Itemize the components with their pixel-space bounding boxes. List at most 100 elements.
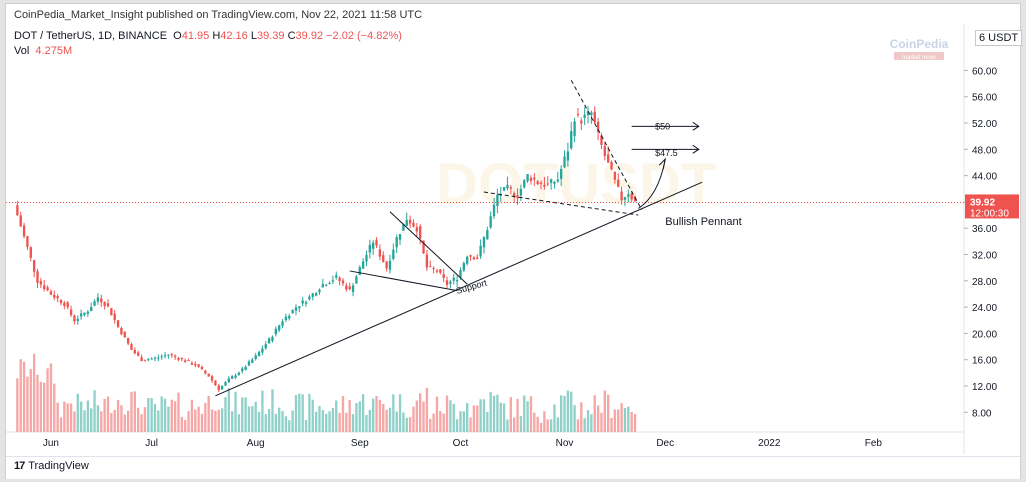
volume-bar [325, 413, 328, 432]
candle-body [197, 364, 200, 367]
volume-bar [318, 405, 321, 432]
candle-body [110, 308, 113, 316]
volume-bar [288, 420, 291, 432]
last-price-label: 39.92 [970, 197, 995, 208]
candle-body [264, 344, 267, 349]
volume-bar [462, 411, 465, 432]
volume-bar [130, 391, 133, 432]
volume-bar [100, 411, 103, 432]
target-47-arrowhead [692, 144, 700, 154]
volume-bar [482, 399, 486, 432]
volume-bar [513, 417, 516, 432]
candle-body [365, 254, 368, 262]
volume-bar [267, 409, 271, 432]
price-tick-label: 8.00 [972, 408, 992, 419]
candle-body [442, 274, 445, 278]
candle-body [425, 254, 429, 268]
candle-body [83, 312, 86, 316]
open-label: O [173, 30, 182, 42]
candle-body [435, 270, 439, 272]
candle-body [26, 236, 29, 247]
volume-bar [53, 383, 56, 432]
candle-body [150, 358, 153, 360]
candle-body [261, 348, 264, 353]
candle-body [76, 318, 79, 321]
last-price-countdown: 12:00:30 [970, 208, 1009, 219]
candle-body [606, 154, 610, 163]
candle-body [231, 376, 234, 379]
volume-bar [429, 418, 432, 432]
candle-body [563, 156, 566, 168]
candle-body [509, 187, 512, 189]
volume-bar [361, 394, 365, 432]
volume-bar [257, 411, 261, 432]
volume-bar [210, 409, 214, 432]
candle-body [620, 191, 623, 201]
candle-body [422, 240, 425, 254]
candle-body [140, 357, 143, 362]
volume-bar [613, 409, 617, 432]
candle-body [220, 385, 224, 390]
candle-body [479, 245, 482, 257]
candle-body [445, 280, 449, 285]
price-chart[interactable]: DOTUSDT CoinPedia market news 8.00 12.00 16.0… [6, 4, 1020, 456]
candle-body [375, 239, 378, 246]
price-tick-label: 44.00 [972, 172, 997, 183]
volume-bar [509, 397, 512, 432]
flag-upper-line [389, 211, 468, 285]
time-tick-label: Jul [145, 438, 158, 449]
candle-body [489, 216, 492, 228]
candle-body [90, 307, 93, 312]
volume-bar [227, 388, 231, 432]
volume-bar [610, 418, 613, 432]
candle-body [314, 293, 318, 296]
candle-body [288, 315, 291, 319]
time-tick-label: Dec [656, 438, 674, 449]
volume-bar [261, 390, 264, 432]
candle-body [506, 184, 509, 189]
candle-body [590, 112, 593, 115]
candle-body [147, 359, 150, 361]
tradingview-logo[interactable]: 17 TradingView [14, 460, 89, 472]
candle-body [372, 242, 375, 249]
volume-bar [200, 413, 204, 432]
volume-bar [633, 413, 637, 432]
candle-body [39, 281, 43, 285]
volume-bar [476, 405, 479, 432]
candle-body [378, 249, 382, 257]
volume-bar [516, 398, 519, 432]
volume-bar [395, 411, 398, 432]
price-tick-label: 48.00 [972, 145, 997, 156]
target-50-arrowhead [692, 121, 700, 131]
volume-bar [586, 410, 590, 432]
volume-bar [603, 390, 606, 432]
volume-bar [348, 400, 351, 432]
volume-bar [553, 404, 556, 432]
volume-bar [153, 403, 157, 432]
tradingview-brand: TradingView [28, 460, 89, 472]
candle-body [325, 284, 328, 286]
volume-bar [606, 394, 610, 432]
volume-bar [308, 393, 311, 432]
candle-body [177, 358, 180, 360]
volume-bar [335, 400, 338, 432]
volume-bar [96, 405, 100, 432]
candle-body [439, 269, 442, 273]
candle-body [476, 257, 479, 259]
volume-bar [93, 390, 96, 432]
candle-body [170, 354, 173, 356]
candle-body [173, 355, 177, 358]
candle-body [184, 360, 187, 362]
volume-bar [170, 399, 173, 432]
candle-body [133, 349, 137, 354]
candle-body [355, 276, 358, 284]
volume-bar [355, 403, 358, 432]
candle-body [106, 303, 110, 307]
currency-unit-button[interactable]: 6 USDT [975, 30, 1023, 46]
volume-bar [66, 403, 69, 432]
candle-body [596, 121, 600, 132]
candle-body [298, 306, 301, 309]
candle-body [93, 301, 96, 306]
candle-body [19, 215, 22, 227]
candle-body [536, 181, 539, 184]
